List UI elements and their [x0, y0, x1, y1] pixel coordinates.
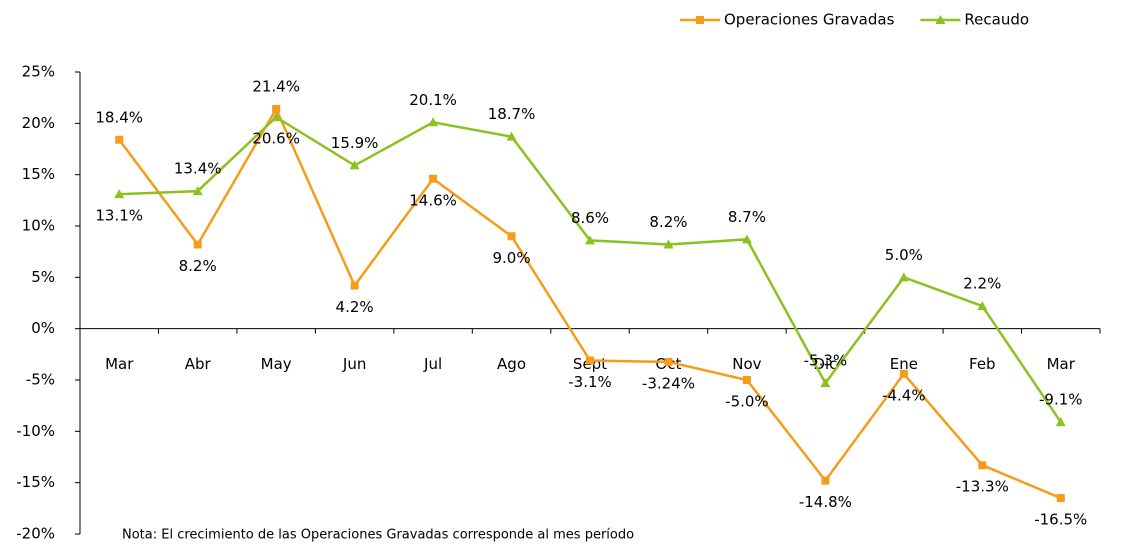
data-label: -4.4%: [882, 386, 926, 404]
marker: [664, 357, 673, 366]
y-tick-label: -15%: [16, 473, 55, 491]
x-tick-label: Nov: [732, 355, 761, 373]
y-tick-label: 10%: [22, 217, 55, 235]
y-tick-label: 15%: [22, 165, 55, 183]
data-label: 8.2%: [649, 213, 687, 231]
marker: [1055, 417, 1066, 427]
marker: [115, 135, 124, 144]
marker: [586, 356, 594, 365]
series-line: [118, 106, 1062, 500]
data-label: -5.0%: [725, 393, 769, 411]
data-label: 5.0%: [885, 246, 923, 264]
data-label: 8.7%: [728, 208, 766, 226]
marker: [898, 272, 909, 282]
legend-label: Operaciones Gravadas: [724, 11, 895, 29]
marker: [1056, 494, 1065, 503]
x-tick-label: Dic: [813, 355, 837, 373]
marker: [193, 240, 202, 249]
x-tick-label: Feb: [969, 355, 996, 373]
marker: [272, 104, 281, 113]
data-label: 20.6%: [252, 130, 300, 148]
data-label: -16.5%: [1034, 511, 1087, 529]
data-label: 2.2%: [963, 275, 1001, 293]
data-label: 20.1%: [409, 91, 457, 109]
marker: [977, 301, 988, 311]
data-label: 21.4%: [252, 77, 300, 95]
data-label: 9.0%: [492, 249, 530, 267]
marker: [350, 281, 359, 290]
marker: [349, 160, 360, 170]
x-tick-label: Mar: [105, 355, 134, 373]
y-tick-label: -10%: [16, 422, 55, 440]
x-tick-label: Ago: [497, 355, 526, 373]
marker: [507, 232, 516, 241]
data-label: 14.6%: [409, 191, 457, 209]
marker: [821, 476, 830, 485]
data-label: 8.2%: [179, 257, 217, 275]
data-label: 13.4%: [174, 160, 222, 178]
data-label: 18.4%: [95, 108, 143, 126]
marker: [271, 112, 282, 122]
y-tick-label: -20%: [16, 525, 55, 543]
marker: [506, 131, 517, 141]
x-tick-label: Mar: [1047, 355, 1076, 373]
marker: [663, 239, 674, 249]
data-label: -5.3%: [804, 352, 848, 370]
data-label: -13.3%: [956, 478, 1009, 496]
data-label: -14.8%: [799, 493, 852, 511]
data-label: 15.9%: [331, 134, 379, 152]
legend-label: Recaudo: [964, 11, 1029, 29]
y-tick-label: 5%: [31, 268, 55, 286]
x-tick-label: May: [261, 355, 292, 373]
x-tick-label: Abr: [185, 355, 212, 373]
y-tick-label: 20%: [22, 114, 55, 132]
marker: [820, 378, 831, 388]
y-tick-label: 0%: [31, 319, 55, 337]
marker: [114, 189, 125, 199]
marker: [192, 186, 203, 196]
y-tick-label: -5%: [26, 371, 55, 389]
x-tick-label: Jul: [423, 355, 442, 373]
marker: [585, 235, 595, 245]
data-label: 4.2%: [336, 298, 374, 316]
y-tick-label: 25%: [22, 63, 55, 81]
marker: [742, 376, 751, 384]
note: Nota: El crecimiento de las Operaciones …: [122, 528, 634, 543]
marker: [978, 461, 987, 470]
legend-marker: [935, 15, 946, 24]
marker: [741, 234, 752, 244]
x-tick-label: Ene: [890, 355, 918, 373]
x-tick-label: Jun: [342, 355, 366, 373]
data-label: -3.24%: [642, 374, 695, 392]
marker: [899, 369, 908, 378]
marker: [428, 117, 439, 127]
data-label: -3.1%: [568, 373, 612, 391]
legend-marker: [696, 16, 704, 24]
data-label: -9.1%: [1039, 391, 1083, 409]
marker: [429, 174, 438, 183]
data-label: 13.1%: [95, 207, 143, 225]
data-label: 8.6%: [571, 209, 609, 227]
data-label: 18.7%: [488, 105, 536, 123]
